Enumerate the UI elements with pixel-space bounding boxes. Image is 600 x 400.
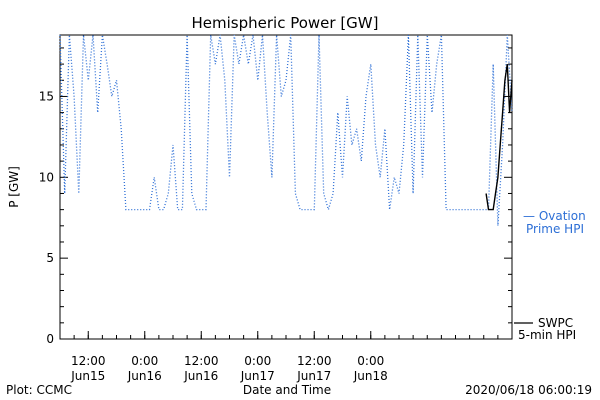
- x-tick-time-label: 0:00: [244, 354, 271, 368]
- y-tick-label: 0: [46, 332, 54, 346]
- x-tick-date-label: Jun15: [70, 369, 105, 383]
- legend-ovation-label-2: Prime HPI: [526, 222, 584, 236]
- y-tick-label: 5: [46, 251, 54, 265]
- legend-ovation-label: — Ovation: [523, 209, 586, 223]
- y-axis: 0 5 10 15: [39, 47, 512, 346]
- x-tick-date-label: Jun18: [353, 369, 388, 383]
- y-tick-label: 15: [39, 89, 54, 103]
- y-tick-label: 10: [39, 170, 54, 184]
- series-group: [59, 34, 513, 226]
- legend-swpc-label-2: 5-min HPI: [518, 328, 576, 342]
- plot-credit: Plot: CCMC: [6, 383, 72, 397]
- legend-swpc-label: SWPC: [538, 316, 573, 330]
- x-tick-time-label: 12:00: [297, 354, 332, 368]
- y-axis-label: P [GW]: [7, 166, 21, 208]
- x-tick-time-label: 0:00: [131, 354, 158, 368]
- series-swpc-5min-hpi: [485, 63, 513, 211]
- timestamp: 2020/06/18 06:00:19: [465, 383, 592, 397]
- x-axis: 12:00Jun150:00Jun1612:00Jun160:00Jun1712…: [59, 331, 513, 383]
- x-tick-time-label: 0:00: [357, 354, 384, 368]
- series-ovation-prime-hpi: [59, 34, 513, 226]
- x-tick-date-label: Jun17: [240, 369, 275, 383]
- x-axis-label: Date and Time: [243, 383, 331, 397]
- x-tick-time-label: 12:00: [71, 354, 106, 368]
- chart-title: Hemispheric Power [GW]: [192, 14, 379, 32]
- x-tick-date-label: Jun17: [296, 369, 331, 383]
- x-tick-date-label: Jun16: [127, 369, 162, 383]
- x-tick-date-label: Jun16: [183, 369, 218, 383]
- x-tick-time-label: 12:00: [184, 354, 219, 368]
- plot-frame: [59, 34, 513, 340]
